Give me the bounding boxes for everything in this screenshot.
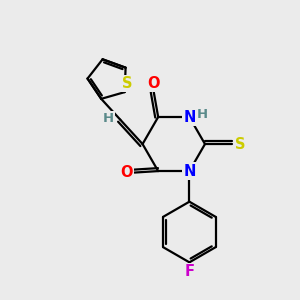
Text: H: H [103,112,114,125]
Text: N: N [183,110,196,124]
Text: S: S [122,76,133,91]
Text: H: H [196,108,207,121]
Text: N: N [183,164,196,178]
Text: F: F [184,264,194,279]
Text: O: O [148,76,160,91]
Text: S: S [235,136,245,152]
Text: O: O [120,165,133,180]
